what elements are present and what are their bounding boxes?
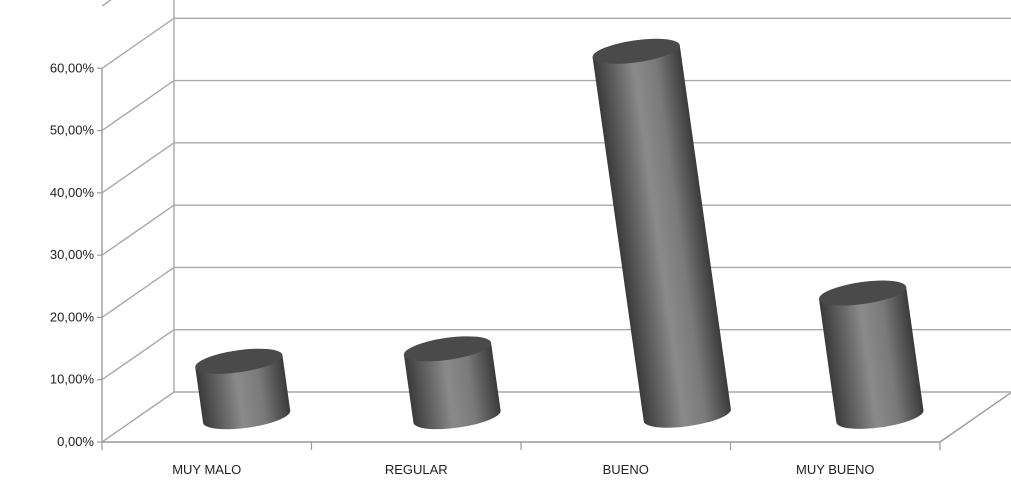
bar-top [195,348,283,374]
x-tick-label: MUY BUENO [796,462,875,477]
y-tick-label: 30,00% [50,247,95,262]
y-tick-label: 60,00% [50,60,95,75]
gridline [101,0,112,7]
bar [195,348,291,430]
bar [818,280,924,429]
bar-body [819,286,924,429]
gridline [101,79,1011,132]
bar-top [592,38,680,64]
y-tick-label: 50,00% [50,123,95,138]
bar-top [818,280,907,306]
bar [403,336,501,430]
y-tick-label: 20,00% [50,309,95,324]
gridline [101,142,1011,194]
x-tick-label: BUENO [603,462,649,477]
labels: 0,00% 10,00% 20,00% 30,00% 40,00% 50,00% 60,00… [50,60,875,477]
gridline [101,17,1011,69]
axes [97,67,1011,450]
y-tick-label: 40,00% [50,185,95,200]
bar-body [592,45,731,428]
x-tick-label: REGULAR [385,462,448,477]
y-tick-label: 10,00% [50,372,95,387]
x-tick-label: MUY MALO [172,462,241,477]
grid [101,0,1011,443]
floor-right-edge [939,391,1011,443]
bar-body [403,342,501,430]
y-tick-label: 0,00% [57,434,94,449]
gridline [101,391,1011,443]
gridline [101,266,1011,319]
gridline [101,204,1011,256]
bar [592,38,731,428]
gridline [101,329,1011,381]
bar-top [403,336,492,362]
bars [195,38,924,430]
